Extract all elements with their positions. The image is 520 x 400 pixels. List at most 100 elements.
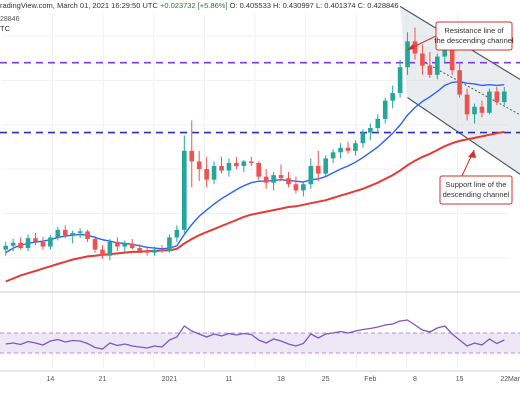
candle — [219, 156, 224, 174]
candle-body — [144, 251, 150, 253]
candle — [301, 181, 306, 197]
candle-body — [107, 242, 113, 256]
candle-body — [308, 166, 314, 185]
price-tag: 28846 — [0, 16, 20, 23]
chart-header: radingView.com, March 01, 2021 16:29:50 … — [0, 1, 399, 10]
candle-body — [226, 162, 232, 171]
candle-body — [360, 132, 366, 144]
candle-body — [25, 238, 31, 249]
candle — [457, 62, 462, 98]
candle-body — [167, 237, 172, 252]
pair-label: TC — [0, 24, 10, 33]
candle — [174, 225, 180, 242]
candle-body — [345, 147, 351, 151]
change-text: +0.023732 [+5.86%] — [159, 1, 228, 10]
candle-body — [92, 238, 98, 250]
candle — [293, 176, 299, 194]
candle — [256, 161, 262, 180]
candle — [211, 161, 217, 185]
candle-body — [100, 249, 105, 256]
candle — [92, 235, 98, 253]
candle — [189, 120, 195, 188]
candle-body — [122, 243, 128, 247]
candle — [487, 88, 492, 115]
candle — [494, 86, 500, 106]
candle-body — [457, 70, 462, 95]
candle-body — [449, 42, 455, 71]
candle — [241, 159, 247, 173]
candle-body — [48, 237, 53, 247]
candle — [338, 143, 343, 159]
candle-body — [263, 176, 269, 183]
candle-body — [330, 152, 336, 159]
candle — [234, 156, 239, 170]
candle — [48, 235, 53, 250]
candle — [18, 237, 23, 250]
candle — [390, 85, 395, 109]
candle — [420, 44, 425, 75]
candle — [345, 141, 351, 154]
candle — [152, 246, 157, 256]
support-line — [407, 97, 520, 175]
candle — [167, 234, 172, 253]
candle — [144, 248, 150, 256]
candle — [472, 103, 477, 124]
candle-body — [390, 93, 395, 101]
candle — [25, 234, 31, 252]
x-tick-label: 11 — [225, 376, 232, 383]
candle-body — [353, 143, 358, 151]
candle — [278, 164, 284, 182]
candle-body — [33, 238, 38, 242]
candle-body — [301, 184, 306, 191]
candle — [382, 97, 388, 124]
support-annotation-text: Support line of the descending channel — [443, 180, 510, 199]
candle — [77, 228, 83, 239]
candle — [248, 156, 254, 166]
candle — [137, 244, 142, 253]
candle — [159, 245, 165, 253]
candle-body — [40, 242, 46, 247]
x-tick-label: 15 — [456, 376, 464, 383]
candle-body — [412, 41, 418, 54]
candle — [10, 238, 16, 252]
candle — [107, 238, 113, 261]
candle — [70, 230, 75, 244]
candle-body — [174, 229, 180, 238]
candle-body — [18, 242, 23, 249]
candle-body — [256, 162, 262, 177]
candle-body — [494, 91, 500, 103]
candle-body — [55, 229, 61, 238]
candle-body — [152, 249, 157, 253]
candle — [33, 232, 38, 246]
candle-body — [420, 53, 425, 66]
rsi-band — [0, 333, 520, 353]
candle-body — [293, 184, 299, 191]
candle — [464, 88, 470, 121]
candle — [501, 86, 507, 106]
candle-body — [464, 94, 470, 115]
candle-body — [62, 229, 68, 236]
candle — [405, 32, 410, 75]
source-text: radingView.com, March 01, 2021 16:29:50 … — [0, 1, 158, 10]
candle-body — [487, 91, 492, 113]
candle — [360, 129, 366, 148]
candle-body — [182, 150, 187, 230]
candle — [397, 59, 403, 98]
candle-body — [271, 175, 276, 183]
rsi-line — [5, 319, 505, 350]
candle — [427, 52, 433, 78]
candle-body — [77, 231, 83, 233]
candle — [204, 156, 209, 188]
candle — [323, 155, 328, 177]
candle-body — [286, 178, 291, 185]
resistance-annotation-text: Resistance line of the descending channel — [434, 26, 514, 45]
candle — [62, 225, 68, 239]
candle-body — [3, 245, 9, 250]
candle-body — [70, 232, 75, 236]
x-tick-label: 21 — [99, 376, 107, 383]
candle — [330, 149, 336, 163]
candle-body — [129, 243, 135, 249]
candle — [412, 27, 418, 60]
candle-body — [234, 162, 239, 166]
